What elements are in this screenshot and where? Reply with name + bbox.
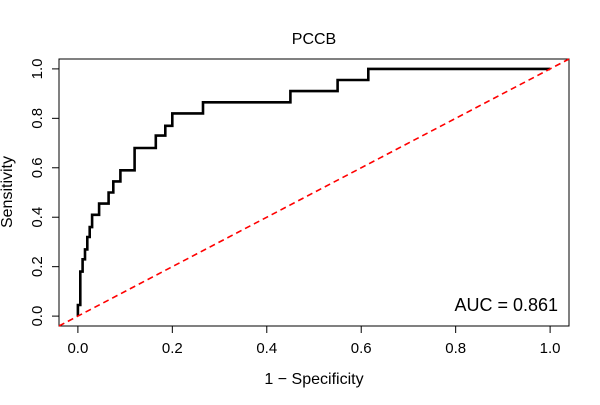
- x-tick-label: 0.2: [162, 340, 183, 357]
- x-axis: 0.0 0.2 0.4 0.6 0.8 1.0: [67, 325, 561, 357]
- roc-curve-line: [76, 67, 551, 317]
- x-tick-label: 0.6: [351, 340, 372, 357]
- y-axis: 0.0 0.2 0.4 0.6 0.8 1.0: [29, 58, 60, 327]
- y-axis-label: Sensitivity: [0, 156, 16, 228]
- y-tick-label: 0.0: [29, 306, 46, 327]
- auc-annotation: AUC = 0.861: [454, 295, 558, 315]
- chart-title: PCCB: [292, 31, 336, 48]
- x-axis-label: 1 − Specificity: [264, 371, 363, 388]
- x-tick-label: 0.4: [256, 340, 277, 357]
- x-tick-label: 1.0: [540, 340, 561, 357]
- plot-frame: [58, 58, 570, 327]
- x-tick-label: 0.0: [67, 340, 88, 357]
- series-layer: [58, 58, 570, 327]
- y-tick-label: 0.2: [29, 256, 46, 277]
- y-tick-label: 0.6: [29, 157, 46, 178]
- reference-diagonal-line: [58, 58, 570, 327]
- x-tick-label: 0.8: [445, 340, 466, 357]
- y-tick-label: 0.8: [29, 108, 46, 129]
- y-tick-label: 0.4: [29, 207, 46, 228]
- y-tick-label: 1.0: [29, 58, 46, 79]
